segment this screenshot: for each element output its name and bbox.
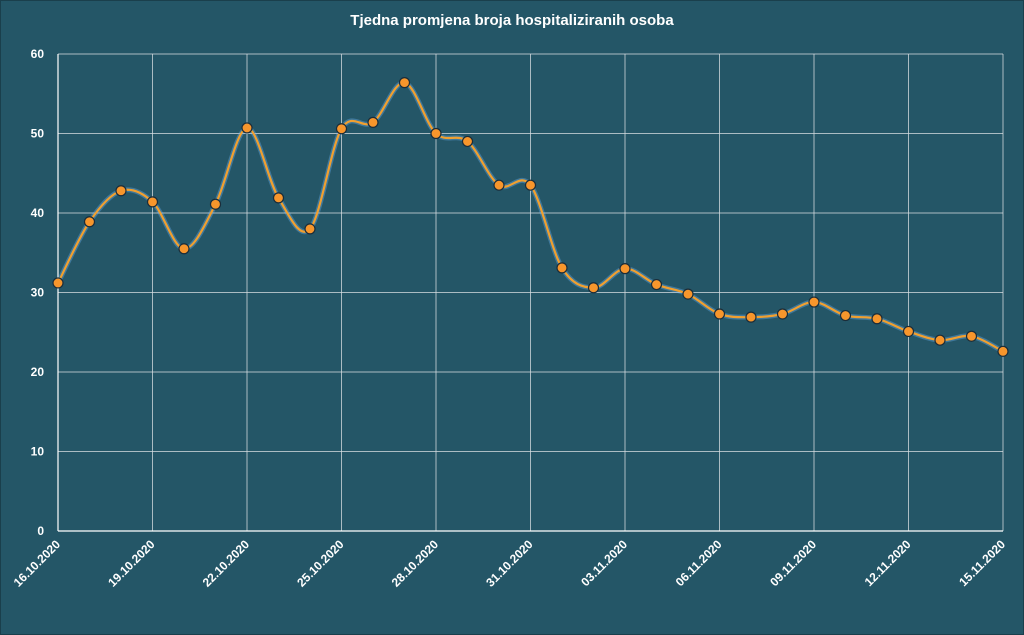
data-point[interactable] [178,243,190,255]
x-tick-label: 03.11.2020 [578,537,630,589]
data-point[interactable] [776,308,789,320]
data-point[interactable] [587,282,600,294]
data-point[interactable] [902,325,915,338]
data-point[interactable] [209,198,222,210]
data-point[interactable] [713,308,726,320]
data-point[interactable] [808,296,820,308]
data-point[interactable] [934,334,946,346]
data-point[interactable] [115,185,127,197]
y-tick-label: 10 [31,445,45,459]
x-tick-label: 28.10.2020 [389,537,442,590]
x-tick-labels: 16.10.2020 19.10.2020 22.10.2020 25.10.2020… [11,537,1009,590]
x-tick-label: 22.10.2020 [200,537,253,590]
y-tick-label: 50 [31,127,45,141]
y-tick-label: 40 [31,206,45,220]
data-point[interactable] [524,179,537,191]
data-point[interactable] [745,311,757,323]
data-point[interactable] [965,330,978,342]
y-tick-label: 0 [37,524,44,538]
data-point[interactable] [619,263,631,275]
y-tick-label: 30 [31,286,45,300]
y-tick-labels: 0 10 20 30 40 50 60 [31,47,45,538]
x-tick-label: 19.10.2020 [105,537,158,590]
data-point[interactable] [241,122,253,134]
x-tick-label: 31.10.2020 [483,537,536,590]
x-tick-label: 06.11.2020 [673,537,725,589]
data-point[interactable] [272,192,285,204]
data-point[interactable] [997,345,1009,357]
data-point[interactable] [335,123,348,135]
x-tick-label: 15.11.2020 [956,537,1008,589]
x-tick-label: 16.10.2020 [11,537,64,590]
data-point[interactable] [871,313,883,325]
data-point[interactable] [556,262,568,274]
data-point[interactable] [839,309,852,322]
x-tick-label: 25.10.2020 [294,537,347,590]
data-point[interactable] [367,116,379,128]
x-tick-label: 12.11.2020 [862,537,914,589]
data-point[interactable] [682,288,694,300]
data-point[interactable] [304,223,316,235]
data-point[interactable] [83,216,96,228]
data-point[interactable] [493,179,505,191]
data-point[interactable] [461,135,474,148]
data-point[interactable] [146,196,159,208]
series [52,77,1009,357]
chart-title: Tjedna promjena broja hospitaliziranih o… [350,12,674,29]
data-point[interactable] [52,277,64,289]
data-point[interactable] [430,127,442,140]
axes [57,54,1003,532]
y-tick-label: 20 [31,365,45,379]
y-tick-label: 60 [31,47,45,61]
data-point[interactable] [398,77,411,89]
x-tick-label: 09.11.2020 [767,537,819,589]
gridlines [58,53,1004,531]
data-point[interactable] [650,278,663,291]
